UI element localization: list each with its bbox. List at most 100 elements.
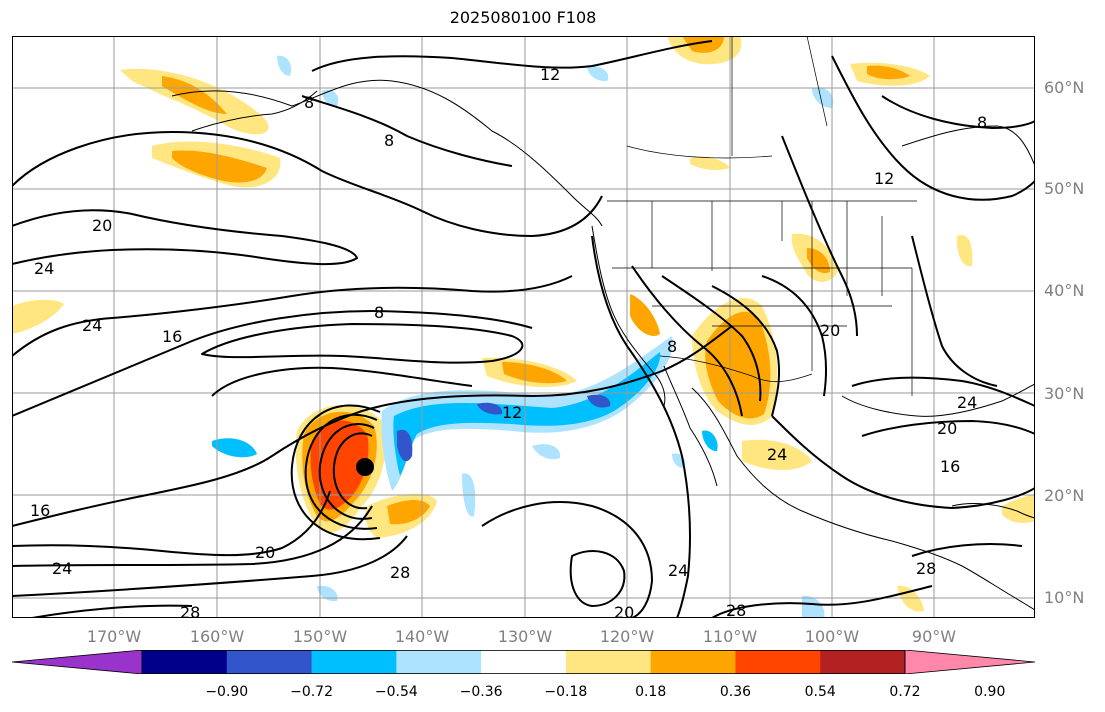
coastline-gulf — [841, 383, 1035, 417]
contour-12-jet — [12, 325, 733, 527]
contour-label: 24 — [957, 393, 977, 412]
coastline-alaska — [171, 79, 603, 227]
contour-24-mexico — [771, 415, 1035, 509]
lat-label-60n: 60°N — [1044, 78, 1085, 97]
colorbar-tick-label: 0.72 — [889, 684, 921, 700]
coastline-baja — [663, 365, 718, 487]
contour-label: 8 — [384, 131, 394, 150]
border-canada-provinces — [626, 36, 828, 159]
contour-label: 28 — [916, 559, 936, 578]
colorbar-tick-label: 0.36 — [719, 684, 752, 700]
colorbar-segment — [565, 650, 652, 674]
contour-label: 20 — [92, 216, 112, 235]
contour-24-west — [12, 275, 573, 357]
contour-28-bottom — [31, 604, 193, 618]
shade-pos-mid — [682, 36, 724, 53]
lon-label-170w: 170°W — [86, 627, 142, 646]
contour-20-south-central — [481, 501, 653, 618]
contour-label: 8 — [304, 93, 314, 112]
contour-16-central — [781, 135, 858, 337]
contour-label: 24 — [34, 259, 54, 278]
shade-pos-light — [956, 235, 973, 267]
anomaly-shading — [12, 36, 1035, 618]
colorbar — [12, 650, 1035, 674]
colorbar-tick-label: −0.54 — [374, 684, 418, 700]
colorbar-tick-label: −0.18 — [544, 684, 588, 700]
shade-neg-mid — [393, 352, 661, 476]
coastline-cuba — [951, 503, 1035, 519]
contour-20-south — [12, 490, 331, 557]
contour-20 — [12, 209, 358, 266]
shade-neg-light — [802, 595, 825, 618]
shade-neg-light — [322, 89, 339, 107]
contour-label: 28 — [390, 563, 410, 582]
colorbar-tick-label: 0.54 — [804, 684, 836, 700]
colorbar-extend-low — [12, 650, 143, 674]
lon-label-130w: 130°W — [497, 627, 553, 646]
lat-label-40n: 40°N — [1044, 281, 1085, 300]
contour-label: 20 — [255, 543, 275, 562]
coastline-west-us — [591, 225, 666, 407]
lat-label-10n: 10°N — [1044, 588, 1085, 607]
shade-neg-dark — [587, 394, 611, 408]
contour-label: 8 — [667, 337, 677, 356]
coastlines — [171, 79, 1035, 611]
shade-pos-mid — [867, 65, 910, 80]
contour-20-gulf — [851, 376, 1035, 407]
coastline-alaska-peninsula — [191, 90, 318, 132]
contour-label: 12 — [502, 403, 522, 422]
storm-ring-4 — [290, 404, 381, 541]
colorbar-tick-label: 0.18 — [635, 684, 667, 700]
shade-pos-light — [742, 439, 812, 471]
contour-28-east-south — [711, 585, 933, 618]
contour-label: 24 — [767, 445, 787, 464]
lat-label-20n: 20°N — [1044, 486, 1085, 505]
contour-label: 20 — [614, 603, 634, 618]
lon-label-120w: 120°W — [599, 627, 655, 646]
contour-label: 8 — [374, 303, 384, 322]
shade-neg-dark — [397, 429, 413, 462]
shade-pos-mid — [630, 294, 660, 336]
contour-16-west — [711, 285, 781, 417]
map-svg: 12 8 8 8 20 24 24 16 8 12 20 8 12 24 20 … — [12, 36, 1035, 618]
colorbar-segment — [481, 650, 567, 674]
coastline-hudson — [901, 125, 1035, 167]
colorbar-segment — [735, 650, 821, 674]
contour-label-group: 12 8 8 8 20 24 24 16 8 12 20 8 12 24 20 … — [30, 65, 987, 618]
colorbar-extend-high — [904, 650, 1035, 674]
contour-label: 24 — [668, 561, 688, 580]
colorbar-segments — [12, 650, 1035, 674]
contour-28-south — [12, 535, 408, 597]
shade-neg-mid — [212, 438, 257, 458]
contour-label: 8 — [977, 113, 987, 132]
coastline-mexico — [691, 387, 1035, 611]
contour-label: 20 — [937, 419, 957, 438]
contour-label: 20 — [820, 321, 840, 340]
contour-label: 12 — [874, 169, 894, 188]
contour-28-closed — [569, 550, 626, 607]
contour-8-north-central — [881, 95, 1035, 129]
contour-12-west — [661, 275, 762, 402]
contour-label: 16 — [30, 501, 50, 520]
political-borders — [607, 36, 917, 396]
colorbar-segment — [820, 650, 906, 674]
colorbar-tick-label: −0.90 — [205, 684, 249, 700]
lon-label-110w: 110°W — [702, 627, 758, 646]
shade-neg-light — [587, 65, 609, 82]
contour-label: 24 — [82, 316, 102, 335]
contour-lines — [12, 40, 1035, 618]
map-frame — [12, 36, 1035, 618]
shade-pos-mid — [705, 311, 771, 419]
contour-28-east — [911, 543, 1023, 557]
contour-16-west — [12, 310, 533, 417]
storm-ring-2 — [318, 423, 375, 520]
shade-pos-mid — [162, 76, 227, 114]
contour-12-north-central — [831, 55, 1035, 201]
colorbar-segment — [311, 650, 397, 674]
contour-label: 12 — [540, 65, 560, 84]
lon-label-90w: 90°W — [911, 627, 957, 646]
colorbar-segment — [142, 650, 228, 674]
lon-label-140w: 140°W — [394, 627, 450, 646]
contour-12-north — [311, 40, 713, 72]
lat-label-50n: 50°N — [1044, 179, 1085, 198]
